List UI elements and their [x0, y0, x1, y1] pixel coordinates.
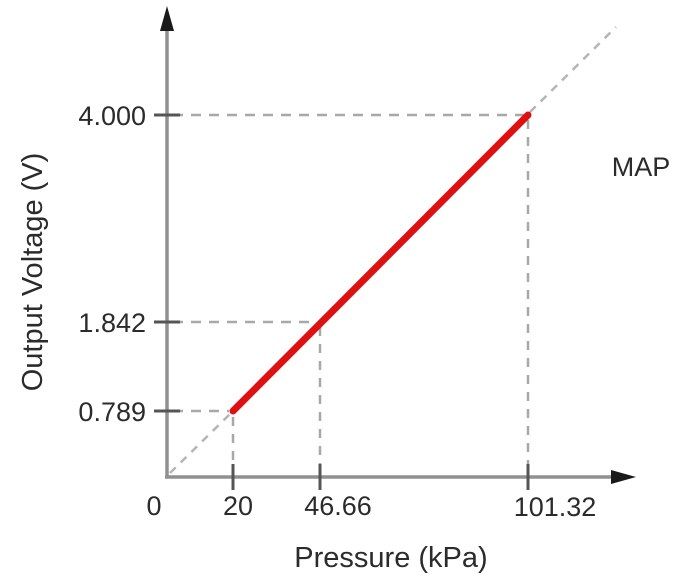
- x-tick-label-0: 0: [146, 491, 161, 521]
- x-tick-label-4666: 46.66: [304, 491, 372, 521]
- x-tick-label-10132: 101.32: [514, 492, 597, 522]
- dashed-extrapolation-upper: [529, 26, 617, 113]
- dashed-extrapolation-lower: [169, 413, 231, 474]
- y-tick-label-4000: 4.000: [78, 101, 146, 131]
- series-label-map: MAP: [612, 152, 671, 182]
- map-response-line: [229, 111, 532, 415]
- y-tick-label-1842: 1.842: [78, 308, 146, 338]
- y-axis-arrow-icon: [160, 6, 174, 31]
- x-axis-arrow-icon: [611, 470, 636, 484]
- x-axis-title: Pressure (kPa): [294, 542, 487, 574]
- y-tick-label-0789: 0.789: [78, 397, 146, 427]
- x-tick-label-20: 20: [223, 491, 253, 521]
- y-axis-title: Output Voltage (V): [17, 153, 49, 392]
